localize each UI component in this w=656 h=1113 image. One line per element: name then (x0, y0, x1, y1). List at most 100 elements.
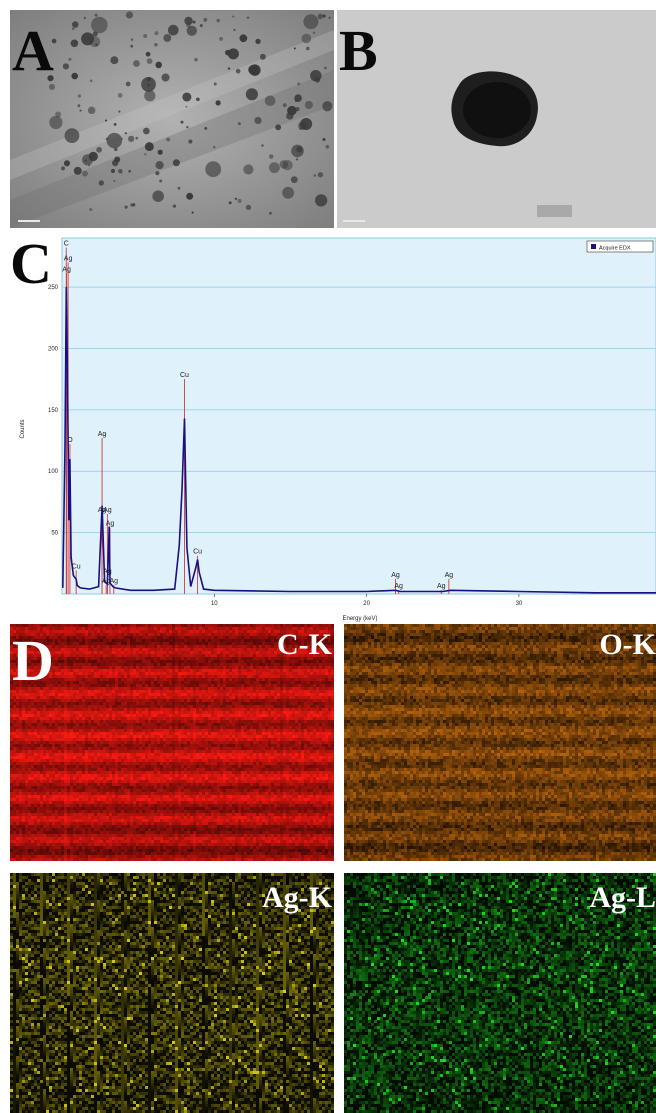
element-marker-label: Ag (98, 507, 107, 514)
nanoparticle (152, 190, 164, 202)
y-tick-label: 150 (48, 408, 59, 414)
nanoparticle (104, 119, 108, 122)
nanoparticle (118, 169, 123, 174)
nanoparticle (225, 49, 231, 56)
nanoparticle (48, 83, 56, 91)
nanoparticle (227, 48, 239, 60)
nanoparticle (73, 166, 82, 175)
element-marker-label: Ag (103, 507, 112, 514)
nanoparticle (105, 137, 109, 141)
nanoparticle (163, 34, 172, 42)
y-tick-label: 250 (48, 285, 59, 291)
nanoparticle (192, 20, 196, 24)
nanoparticle (313, 174, 317, 177)
nanoparticle (172, 204, 177, 208)
nanoparticle (293, 47, 296, 50)
nanoparticle (279, 160, 289, 169)
nanoparticle (312, 31, 316, 35)
nanoparticle (239, 34, 248, 43)
nanoparticle (290, 176, 298, 184)
nanoparticle (68, 57, 72, 61)
nanoparticle (77, 104, 81, 108)
nanoparticle (243, 164, 254, 175)
nanoparticle (154, 43, 158, 47)
nanoparticle (51, 38, 57, 44)
nanoparticle (235, 68, 241, 74)
nanoparticle (219, 36, 224, 41)
nanoparticle (118, 110, 121, 113)
nanoparticle (322, 14, 326, 18)
y-axis-label: Counts (20, 419, 26, 438)
map-ag-k: Ag-K (10, 873, 334, 1113)
nanoparticle (55, 111, 62, 118)
nanoparticle (114, 147, 118, 152)
map-label-c-k: C-K (277, 628, 332, 661)
nanoparticle (106, 132, 123, 149)
nanoparticle (186, 192, 194, 200)
y-tick-label: 50 (51, 531, 58, 537)
nanoparticle (234, 197, 238, 200)
nanoparticle (142, 127, 150, 135)
panel-label-a: A (12, 18, 54, 83)
nanoparticle (291, 144, 304, 158)
nanoparticle (295, 99, 298, 103)
nanoparticle (328, 16, 331, 19)
nanoparticle (61, 166, 65, 171)
tem-micrograph-b (337, 10, 656, 228)
nanoparticle (96, 146, 103, 153)
nanoparticle (120, 137, 123, 140)
nanoparticle (82, 170, 88, 177)
nanoparticle (246, 16, 250, 19)
nanoparticle (125, 81, 131, 87)
x-axis-label: Energy (keV) (342, 616, 377, 622)
nanoparticle (130, 38, 134, 41)
nanoparticle (233, 28, 236, 31)
nanoparticle (216, 18, 220, 23)
nanoparticle (310, 70, 322, 82)
element-marker-label: Ag (103, 568, 112, 575)
map-ag-l: Ag-L (344, 873, 656, 1113)
nanoparticle (261, 144, 264, 147)
nanoparticle (301, 33, 312, 44)
element-marker-label: Ag (391, 572, 400, 579)
map-canvas-o-k (344, 624, 656, 861)
nanoparticle (70, 39, 79, 48)
plot-area (61, 237, 656, 595)
tem-image-b: B (337, 10, 656, 228)
nanoparticle (325, 144, 330, 149)
nanoparticle (204, 127, 208, 130)
map-label-o-k: O-K (599, 628, 656, 661)
map-o-k: O-K (344, 624, 656, 861)
nanoparticle (167, 24, 179, 36)
nanoparticle (322, 101, 333, 112)
nanoparticle (88, 164, 91, 167)
element-marker-label: Cu (72, 563, 81, 570)
nanoparticle (269, 211, 272, 215)
spectrum-line (62, 287, 656, 594)
nanoparticle (114, 156, 121, 163)
nanoparticle (237, 198, 242, 203)
nanoparticle (282, 103, 287, 108)
nanoparticle (154, 31, 159, 36)
nanoparticle (89, 36, 101, 48)
map-canvas-ag-l (344, 873, 656, 1113)
y-tick-label: 100 (48, 469, 59, 475)
nanoparticle (146, 58, 153, 64)
nanoparticle (87, 106, 96, 115)
nanoparticle (62, 63, 70, 70)
map-canvas-c-k (10, 624, 334, 861)
nanoparticle (124, 132, 127, 135)
element-marker-label: C (64, 241, 69, 248)
element-marker-label: Ag (102, 578, 111, 585)
map-label-ag-l: Ag-L (589, 881, 656, 914)
nanoparticle (199, 23, 203, 28)
nanoparticle (196, 97, 200, 102)
nanoparticle (282, 186, 295, 199)
nanoparticle (182, 92, 192, 102)
map-label-ag-k: Ag-K (262, 881, 332, 914)
nanoparticle (314, 194, 328, 207)
nanoparticle (228, 201, 232, 205)
nanoparticle (130, 203, 134, 207)
element-marker-label: Cu (193, 549, 202, 556)
nanoparticle (47, 75, 54, 82)
